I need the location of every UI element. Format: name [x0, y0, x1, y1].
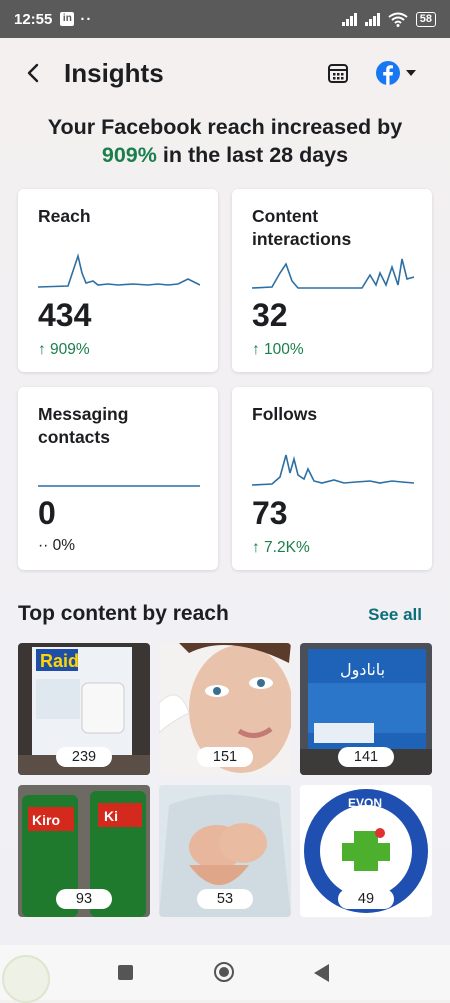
post-thumbnail-medicine[interactable]: بانادول 141	[300, 643, 432, 775]
back-button[interactable]	[22, 58, 46, 88]
home-icon[interactable]	[214, 962, 234, 982]
calendar-icon	[328, 64, 348, 83]
card-label: Follows	[252, 403, 317, 426]
facebook-icon	[376, 61, 400, 85]
follows-sparkline	[252, 454, 414, 486]
post-thumbnail-baby-feet[interactable]: 53	[159, 785, 291, 917]
card-label: Reach	[38, 205, 91, 228]
follows-card[interactable]: Follows 73 ↑ 7.2K%	[232, 387, 432, 570]
card-change: ↑ 909%	[38, 341, 90, 358]
signal-icon	[341, 12, 357, 26]
reach-count-badge: 239	[56, 747, 112, 767]
product-box-image: Raid	[18, 643, 150, 775]
linkedin-notification-icon: in	[60, 12, 75, 26]
reach-count-badge: 141	[338, 747, 394, 767]
chevron-left-icon	[27, 63, 39, 83]
card-label-line2: interactions	[252, 229, 352, 249]
app-header: Insights	[0, 52, 450, 96]
messaging-sparkline	[38, 485, 200, 487]
reach-count-badge: 151	[197, 747, 253, 767]
headline-line2: in the last 28 days	[156, 143, 349, 167]
card-change: ↑ 100%	[252, 341, 304, 358]
card-change: ·· 0%	[38, 537, 76, 554]
svg-text:بانادول: بانادول	[340, 660, 385, 680]
card-label-text: Follows	[252, 404, 318, 424]
headline-line2-wrap: 909% in the last 28 days	[0, 141, 450, 169]
pharmacy-logo-image: EVON	[300, 785, 432, 917]
signal-icon-2	[364, 12, 380, 26]
headline-line1: Your Facebook reach increased by	[47, 115, 403, 139]
back-triangle-icon[interactable]	[314, 964, 329, 982]
top-content-title: Top content by reach	[18, 602, 229, 625]
reach-headline: Your Facebook reach increased by 909% in…	[0, 113, 450, 169]
card-change: ↑ 7.2K%	[252, 539, 310, 556]
card-value: 434	[38, 297, 92, 333]
messaging-contacts-card[interactable]: Messaging contacts 0 ·· 0%	[18, 387, 218, 570]
card-label-line1: Messaging	[38, 404, 129, 424]
face-image	[159, 643, 291, 775]
card-label-line2: contacts	[38, 427, 110, 447]
status-time: 12:55	[14, 10, 53, 28]
watermark-logo-icon	[2, 955, 50, 1003]
content-interactions-card[interactable]: Content interactions 32 ↑ 100%	[232, 189, 432, 372]
see-all-link[interactable]: See all	[368, 605, 422, 624]
card-value: 73	[252, 495, 288, 531]
reach-count-badge: 53	[197, 889, 253, 909]
baby-feet-image	[159, 785, 291, 917]
reach-count-badge: 49	[338, 889, 394, 909]
page-title: Insights	[64, 58, 164, 88]
wifi-icon	[388, 12, 408, 27]
card-value: 0	[38, 495, 56, 531]
svg-text:EVON: EVON	[348, 796, 382, 810]
card-value: 32	[252, 297, 288, 333]
card-label-text: Reach	[38, 206, 91, 226]
reach-card[interactable]: Reach 434 ↑ 909%	[18, 189, 218, 372]
post-thumbnail-pharmacy-logo[interactable]: EVON 49	[300, 785, 432, 917]
svg-text:Raid: Raid	[40, 651, 79, 671]
post-thumbnail-spray[interactable]: Kiro Ki 93	[18, 785, 150, 917]
svg-text:Ki: Ki	[104, 808, 118, 824]
battery-icon: 58	[415, 11, 436, 27]
account-switcher[interactable]	[375, 60, 417, 86]
status-bar: 12:55 in ·· 58	[0, 0, 450, 38]
date-range-button[interactable]	[326, 61, 350, 85]
headline-percent: 909%	[101, 143, 157, 167]
recent-apps-icon[interactable]	[118, 965, 133, 980]
reach-count-badge: 93	[56, 889, 112, 909]
system-nav-bar	[0, 945, 450, 1000]
reach-sparkline	[38, 253, 200, 288]
content-interactions-sparkline	[252, 258, 414, 289]
card-label: Content interactions	[252, 205, 351, 251]
post-thumbnail-face[interactable]: 151	[159, 643, 291, 775]
svg-text:Kiro: Kiro	[32, 812, 60, 828]
card-label-line1: Content	[252, 206, 319, 226]
card-label: Messaging contacts	[38, 403, 128, 449]
post-thumbnail-raid[interactable]: Raid 239	[18, 643, 150, 775]
more-notifications-icon: ··	[80, 10, 93, 28]
caret-down-icon	[406, 70, 416, 76]
